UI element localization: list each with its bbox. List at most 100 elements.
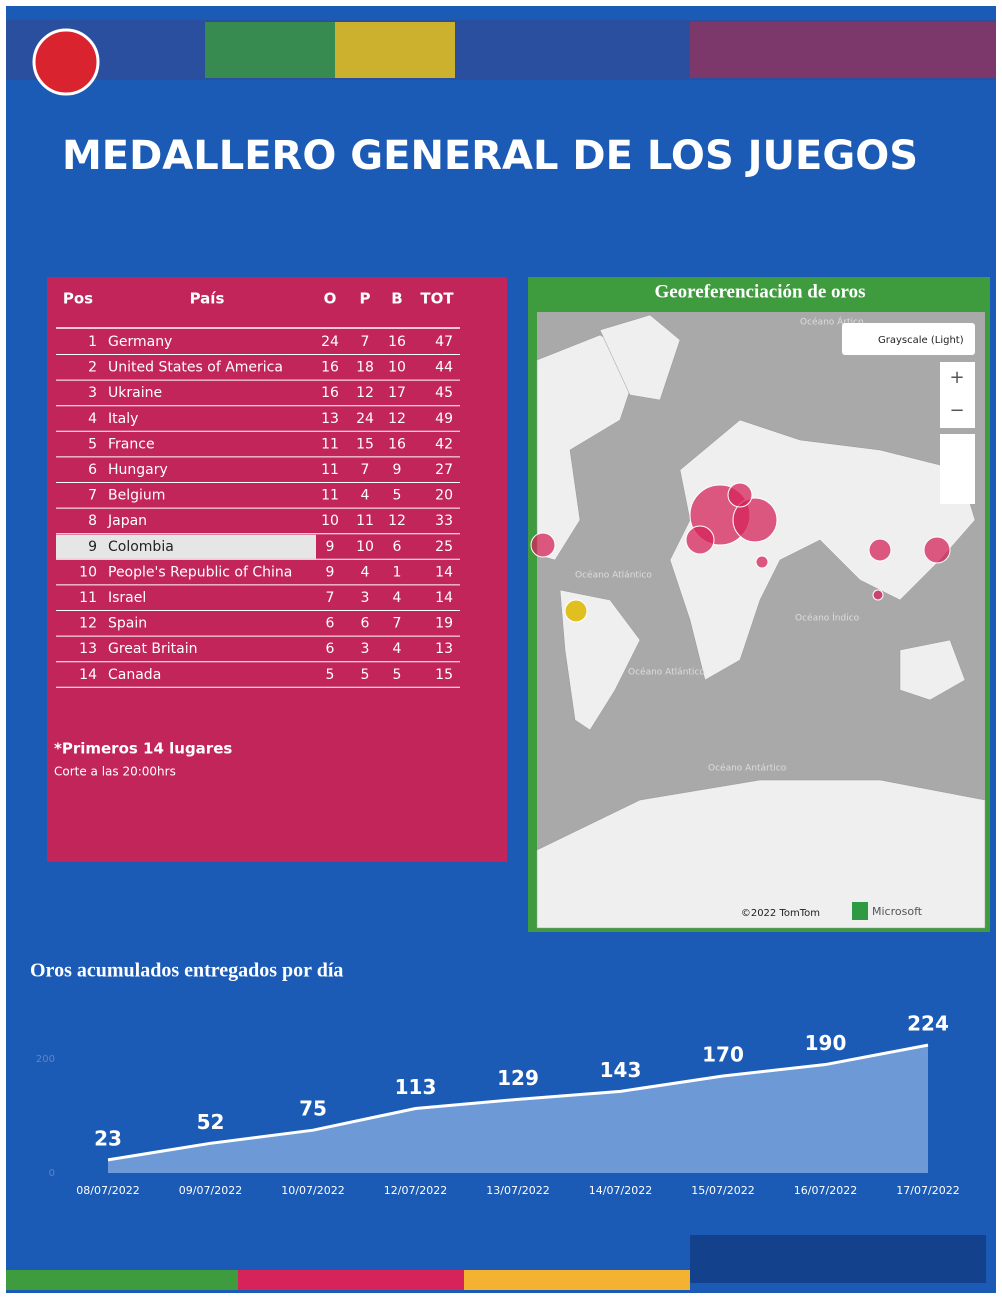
pitch-control[interactable]: [940, 434, 975, 504]
table-cell: 11: [321, 462, 339, 478]
column-header: TOT: [420, 290, 454, 308]
table-cell: 10: [79, 564, 97, 580]
ocean-label: Océano Antártico: [708, 763, 787, 774]
table-cell: 12: [356, 385, 374, 401]
table-cell: Italy: [108, 411, 138, 427]
table-cell: 2: [88, 360, 97, 376]
x-tick-label: 14/07/2022: [589, 1184, 652, 1197]
stripe: [238, 1270, 464, 1290]
table-cell: 11: [356, 513, 374, 529]
page-title: MEDALLERO GENERAL DE LOS JUEGOS: [62, 133, 918, 179]
table-cell: 20: [435, 488, 453, 504]
table-cutoff: Corte a las 20:00hrs: [54, 765, 176, 779]
table-cell: 6: [326, 616, 335, 632]
table-cell: Israel: [108, 590, 146, 606]
ocean-label: Océano Atlántico: [628, 667, 705, 678]
map-brand: Microsoft: [872, 905, 923, 918]
ocean-label: Océano Atlántico: [575, 570, 652, 581]
table-cell: 12: [388, 411, 406, 427]
table-cell: Ukraine: [108, 385, 162, 401]
table-cell: 49: [435, 411, 453, 427]
column-header: O: [324, 290, 337, 308]
table-cell: 10: [321, 513, 339, 529]
table-cell: 17: [388, 385, 406, 401]
table-cell: 33: [435, 513, 453, 529]
x-tick-label: 09/07/2022: [179, 1184, 242, 1197]
map-bubble: [924, 537, 950, 563]
table-cell: 47: [435, 334, 453, 350]
dashboard: MEDALLERO GENERAL DE LOS JUEGOS PosPaísO…: [0, 0, 1002, 1297]
banner-photo: [690, 22, 996, 78]
table-cell: 16: [321, 385, 339, 401]
table-cell: 18: [356, 360, 374, 376]
table-cell: 3: [361, 590, 370, 606]
stripe: [6, 1270, 238, 1290]
table-cell: 7: [326, 590, 335, 606]
table-cell: 4: [361, 564, 370, 580]
column-header: P: [360, 290, 371, 308]
x-tick-label: 13/07/2022: [486, 1184, 549, 1197]
table-cell: 3: [88, 385, 97, 401]
column-header: Pos: [63, 290, 93, 308]
data-label: 113: [395, 1075, 437, 1099]
table-cell: 6: [393, 539, 402, 555]
table-cell: 24: [321, 334, 339, 350]
data-label: 52: [197, 1110, 225, 1134]
table-cell: 11: [321, 488, 339, 504]
table-note: *Primeros 14 lugares: [54, 740, 232, 758]
table-cell: Colombia: [108, 539, 174, 555]
table-cell: 1: [88, 334, 97, 350]
data-label: 23: [94, 1126, 122, 1150]
table-cell: 16: [388, 334, 406, 350]
x-tick-label: 17/07/2022: [896, 1184, 959, 1197]
zoom-in[interactable]: +: [949, 367, 964, 388]
map-bubble: [869, 539, 891, 561]
data-label: 129: [497, 1066, 539, 1090]
table-cell: Great Britain: [108, 641, 198, 657]
table-cell: 15: [435, 667, 453, 683]
table-cell: 27: [435, 462, 453, 478]
zoom-out[interactable]: −: [949, 400, 964, 421]
map-bubble: [873, 590, 883, 600]
table-cell: People's Republic of China: [108, 564, 292, 580]
table-cell: 8: [88, 513, 97, 529]
banner-photo: [335, 22, 455, 78]
table-cell: 6: [361, 616, 370, 632]
x-tick-label: 08/07/2022: [76, 1184, 139, 1197]
table-cell: United States of America: [108, 360, 283, 376]
logo: [34, 30, 98, 94]
table-cell: 1: [393, 564, 402, 580]
table-cell: Hungary: [108, 462, 168, 478]
table-cell: 24: [356, 411, 374, 427]
brand-logo: [852, 902, 868, 920]
map-bubble: [728, 483, 752, 507]
map-bubble: [686, 526, 714, 554]
table-cell: Spain: [108, 616, 147, 632]
table-cell: 6: [88, 462, 97, 478]
x-tick-label: 10/07/2022: [281, 1184, 344, 1197]
map-title: Georeferenciación de oros: [654, 281, 865, 302]
table-cell: 11: [79, 590, 97, 606]
table-cell: Japan: [107, 513, 147, 529]
table-cell: 9: [393, 462, 402, 478]
table-cell: 16: [321, 360, 339, 376]
data-label: 75: [299, 1097, 327, 1121]
table-cell: 12: [388, 513, 406, 529]
table-cell: 7: [361, 334, 370, 350]
table-cell: Belgium: [108, 488, 165, 504]
table-cell: 7: [393, 616, 402, 632]
table-cell: Germany: [108, 334, 172, 350]
table-cell: 5: [393, 488, 402, 504]
table-cell: 7: [361, 462, 370, 478]
table-cell: 42: [435, 436, 453, 452]
table-cell: 44: [435, 360, 453, 376]
table-cell: 14: [435, 590, 453, 606]
table-cell: 5: [326, 667, 335, 683]
sponsor-logos: [690, 1235, 986, 1283]
table-cell: 4: [393, 641, 402, 657]
table-cell: 5: [88, 436, 97, 452]
banner-photo: [205, 22, 335, 78]
table-cell: 19: [435, 616, 453, 632]
table-cell: 9: [326, 564, 335, 580]
table-cell: 3: [361, 641, 370, 657]
